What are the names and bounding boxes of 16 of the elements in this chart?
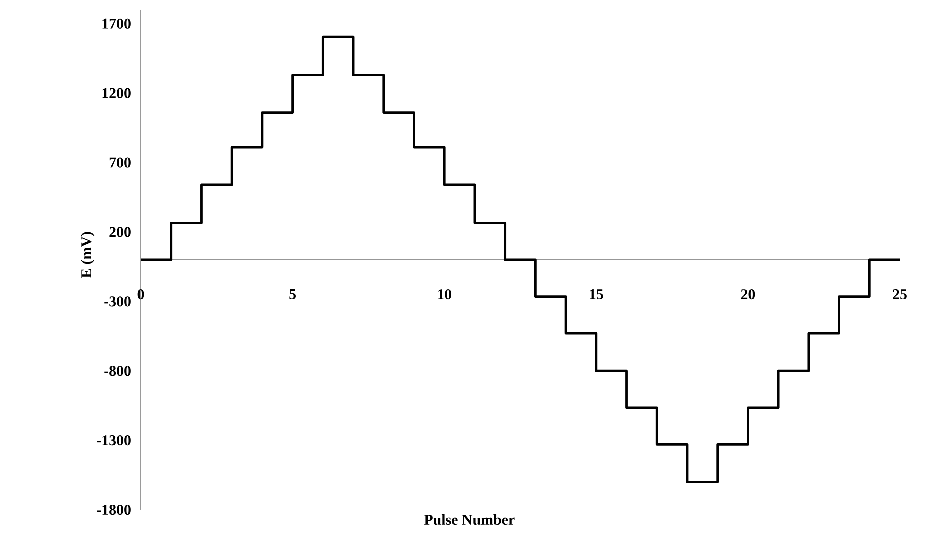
x-tick-label: 5 — [290, 290, 296, 300]
y-tick-label: 1200 — [102, 88, 131, 98]
x-tick-label: 25 — [893, 290, 907, 300]
y-tick-label: -800 — [104, 366, 131, 376]
x-tick-label: 10 — [438, 290, 452, 300]
y-tick-label: -300 — [104, 296, 131, 307]
y-tick-label: -1300 — [97, 436, 131, 446]
x-tick-label: 20 — [741, 290, 756, 300]
y-tick-label: 200 — [110, 227, 131, 238]
y-axis-title: E (mV) — [81, 232, 95, 278]
y-tick-label: -1800 — [97, 504, 131, 516]
x-tick-label: 0 — [138, 290, 144, 300]
y-tick-label: 1700 — [102, 18, 131, 29]
x-tick-label: 15 — [590, 290, 604, 300]
y-tick-label: 700 — [110, 158, 131, 168]
x-axis-title: Pulse Number — [424, 514, 515, 526]
